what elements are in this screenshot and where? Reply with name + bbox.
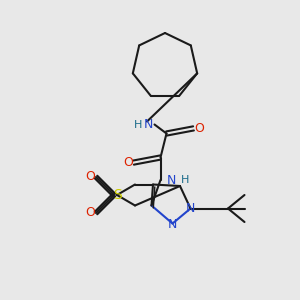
Text: S: S — [112, 188, 122, 202]
Text: O: O — [123, 156, 133, 169]
Text: N: N — [168, 218, 177, 232]
Text: N: N — [186, 202, 195, 215]
Text: H: H — [134, 119, 142, 130]
Text: O: O — [85, 170, 95, 184]
Text: O: O — [85, 206, 95, 220]
Text: O: O — [194, 122, 204, 135]
Text: N: N — [144, 118, 153, 131]
Text: N: N — [166, 173, 176, 187]
Text: H: H — [181, 175, 189, 185]
